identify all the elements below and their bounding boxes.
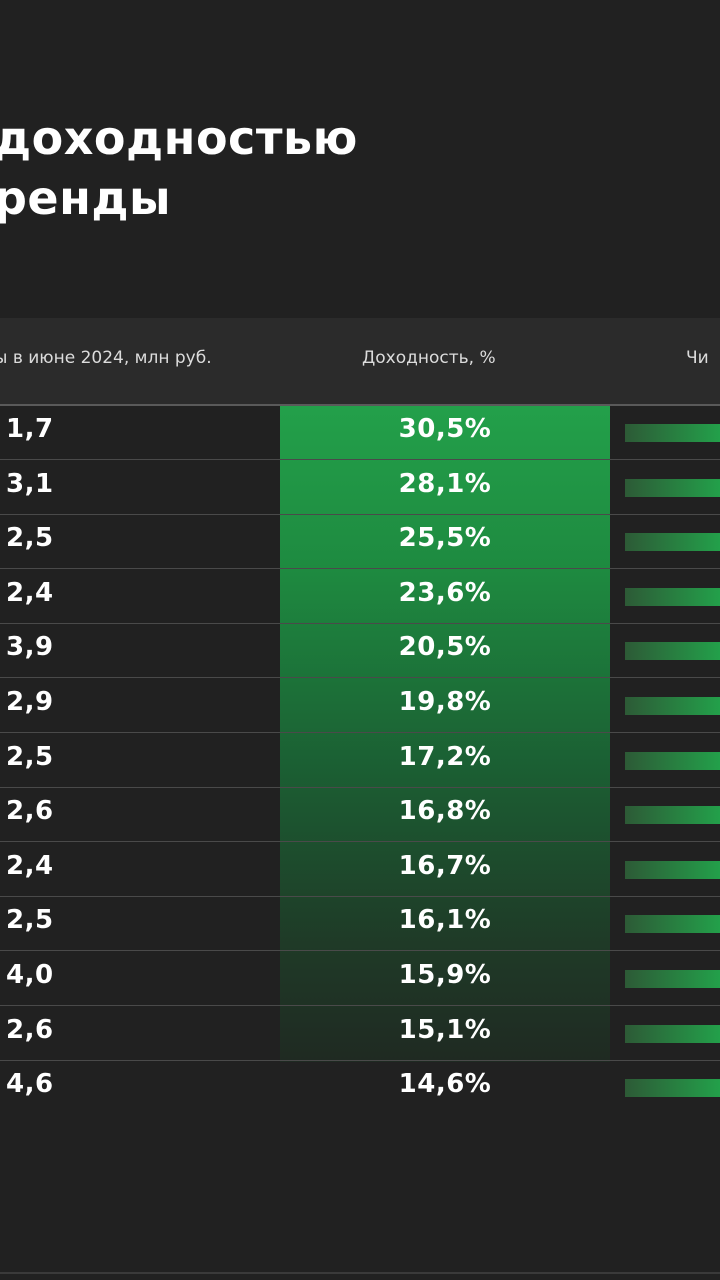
row-divider — [0, 786, 720, 788]
yield-value: 16,1% — [398, 905, 492, 936]
green-bar — [625, 533, 720, 552]
title-line-1: доходностью — [0, 111, 358, 165]
price-value: 3,1 — [6, 468, 54, 499]
yield-highlight-column — [280, 406, 610, 1062]
table-row: 2,5 17,2% — [0, 734, 720, 788]
yield-value: 14,6% — [398, 1069, 492, 1100]
yield-value: 28,1% — [398, 468, 492, 499]
yield-value: 15,1% — [398, 1014, 492, 1045]
column-header-yield: Доходность, % — [362, 348, 496, 368]
green-bar — [625, 424, 720, 442]
green-bar — [625, 751, 720, 770]
price-value: 2,5 — [6, 905, 54, 936]
row-divider — [0, 950, 720, 952]
table-row: 2,6 15,1% — [0, 1007, 720, 1061]
table-header: ы в июне 2024, млн руб. Доходность, % Чи — [0, 318, 720, 406]
green-bar — [625, 806, 720, 825]
table-row: 2,4 16,7% — [0, 843, 720, 897]
price-value: 4,6 — [6, 1069, 54, 1100]
table-row: 2,5 25,5% — [0, 515, 720, 570]
green-bar — [625, 915, 720, 934]
green-bar — [625, 860, 720, 879]
table-row: 4,6 14,6% — [0, 1061, 720, 1115]
green-bar — [625, 697, 720, 715]
price-value: 2,6 — [6, 796, 54, 827]
yield-value: 23,6% — [398, 577, 492, 608]
yield-value: 19,8% — [398, 687, 492, 717]
column-header-price: ы в июне 2024, млн руб. — [0, 348, 212, 368]
row-divider — [0, 568, 720, 570]
row-divider — [0, 622, 720, 624]
yield-value: 15,9% — [398, 960, 492, 990]
row-divider — [0, 841, 720, 843]
price-value: 2,9 — [6, 687, 54, 717]
price-value: 2,5 — [6, 741, 54, 772]
page-title: доходностью ренды — [0, 108, 358, 228]
green-bar — [625, 1079, 720, 1098]
yield-value: 16,7% — [398, 850, 492, 881]
green-bar — [625, 478, 720, 497]
row-divider — [0, 895, 720, 897]
row-divider — [0, 677, 720, 679]
row-divider — [0, 513, 720, 515]
table-row: 2,9 19,8% — [0, 679, 720, 733]
yield-value: 16,8% — [398, 796, 492, 827]
green-bar — [625, 1024, 720, 1043]
table-row: 2,6 16,8% — [0, 788, 720, 843]
table-row: 2,4 23,6% — [0, 570, 720, 624]
bottom-divider — [0, 1272, 720, 1274]
title-line-2: ренды — [0, 171, 172, 225]
green-bar — [625, 642, 720, 661]
price-value: 2,6 — [6, 1014, 54, 1045]
row-divider — [0, 459, 720, 460]
yield-value: 30,5% — [398, 414, 492, 444]
price-value: 3,9 — [6, 632, 54, 663]
price-value: 2,4 — [6, 850, 54, 881]
yield-value: 17,2% — [398, 741, 492, 772]
green-bar — [625, 587, 720, 606]
table-row: 2,5 16,1% — [0, 897, 720, 952]
table-row: 3,1 28,1% — [0, 461, 720, 515]
yield-value: 25,5% — [398, 523, 492, 554]
price-value: 4,0 — [6, 960, 54, 990]
table-row: 3,9 20,5% — [0, 624, 720, 679]
price-value: 2,4 — [6, 577, 54, 608]
price-value: 2,5 — [6, 523, 54, 554]
column-header-third: Чи — [686, 348, 709, 368]
green-bar — [625, 970, 720, 988]
row-divider — [0, 732, 720, 733]
price-value: 1,7 — [6, 414, 54, 444]
table-row: 4,0 15,9% — [0, 952, 720, 1006]
row-divider — [0, 1005, 720, 1006]
row-divider — [0, 1059, 720, 1061]
table-row: 1,7 30,5% — [0, 406, 720, 460]
yield-value: 20,5% — [398, 632, 492, 663]
